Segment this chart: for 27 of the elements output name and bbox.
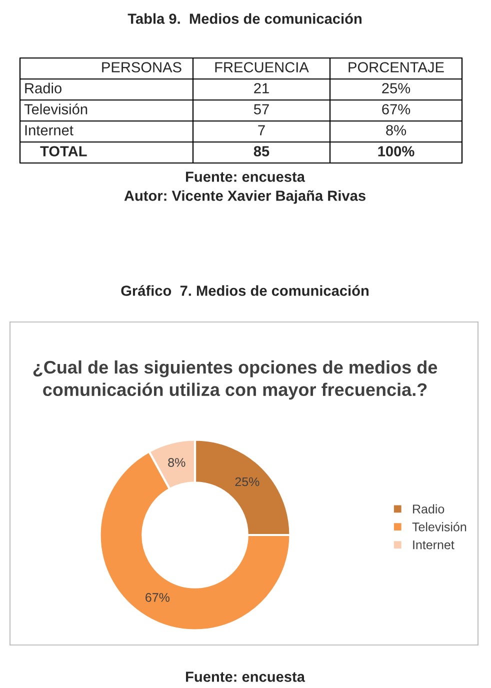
- text: Internet: [25, 125, 74, 136]
- legend-label: Radio: [413, 504, 444, 514]
- text: 8%: [386, 125, 406, 136]
- legend-label: Televisión: [412, 522, 466, 532]
- legend-label: Internet: [413, 540, 454, 550]
- source-note: Fuente: encuesta: [186, 172, 306, 182]
- text: FRECUENCIA: [215, 62, 309, 72]
- data-label: 25%: [235, 477, 260, 486]
- text: 25%: [382, 83, 410, 94]
- text: PORCENTAJE: [348, 62, 444, 72]
- text: Autor: Vicente Xavier Bajaña Rivas: [124, 190, 366, 204]
- text: TOTAL: [40, 146, 87, 156]
- text: 21: [254, 83, 269, 94]
- data-label: 67%: [146, 593, 170, 602]
- text: Radio: [25, 82, 62, 94]
- text: Gráfico 7. Medios de comunicación: [121, 285, 368, 296]
- data-label: 8%: [168, 458, 186, 467]
- text: PERSONAS: [102, 62, 182, 72]
- text: 67%: [382, 104, 410, 114]
- text: 100%: [378, 146, 414, 156]
- source-note: Fuente: encuesta: [186, 672, 306, 682]
- text: 57: [254, 104, 269, 114]
- text: 85: [254, 146, 270, 156]
- text: 7: [258, 125, 265, 136]
- chart-title: ¿Cual de las siguientes opciones de medios de comunicación utiliza con mayor frecuencia.?: [33, 360, 438, 400]
- text: Tabla 9. Medios de comunicación: [128, 13, 362, 24]
- text: Televisión: [24, 104, 88, 114]
